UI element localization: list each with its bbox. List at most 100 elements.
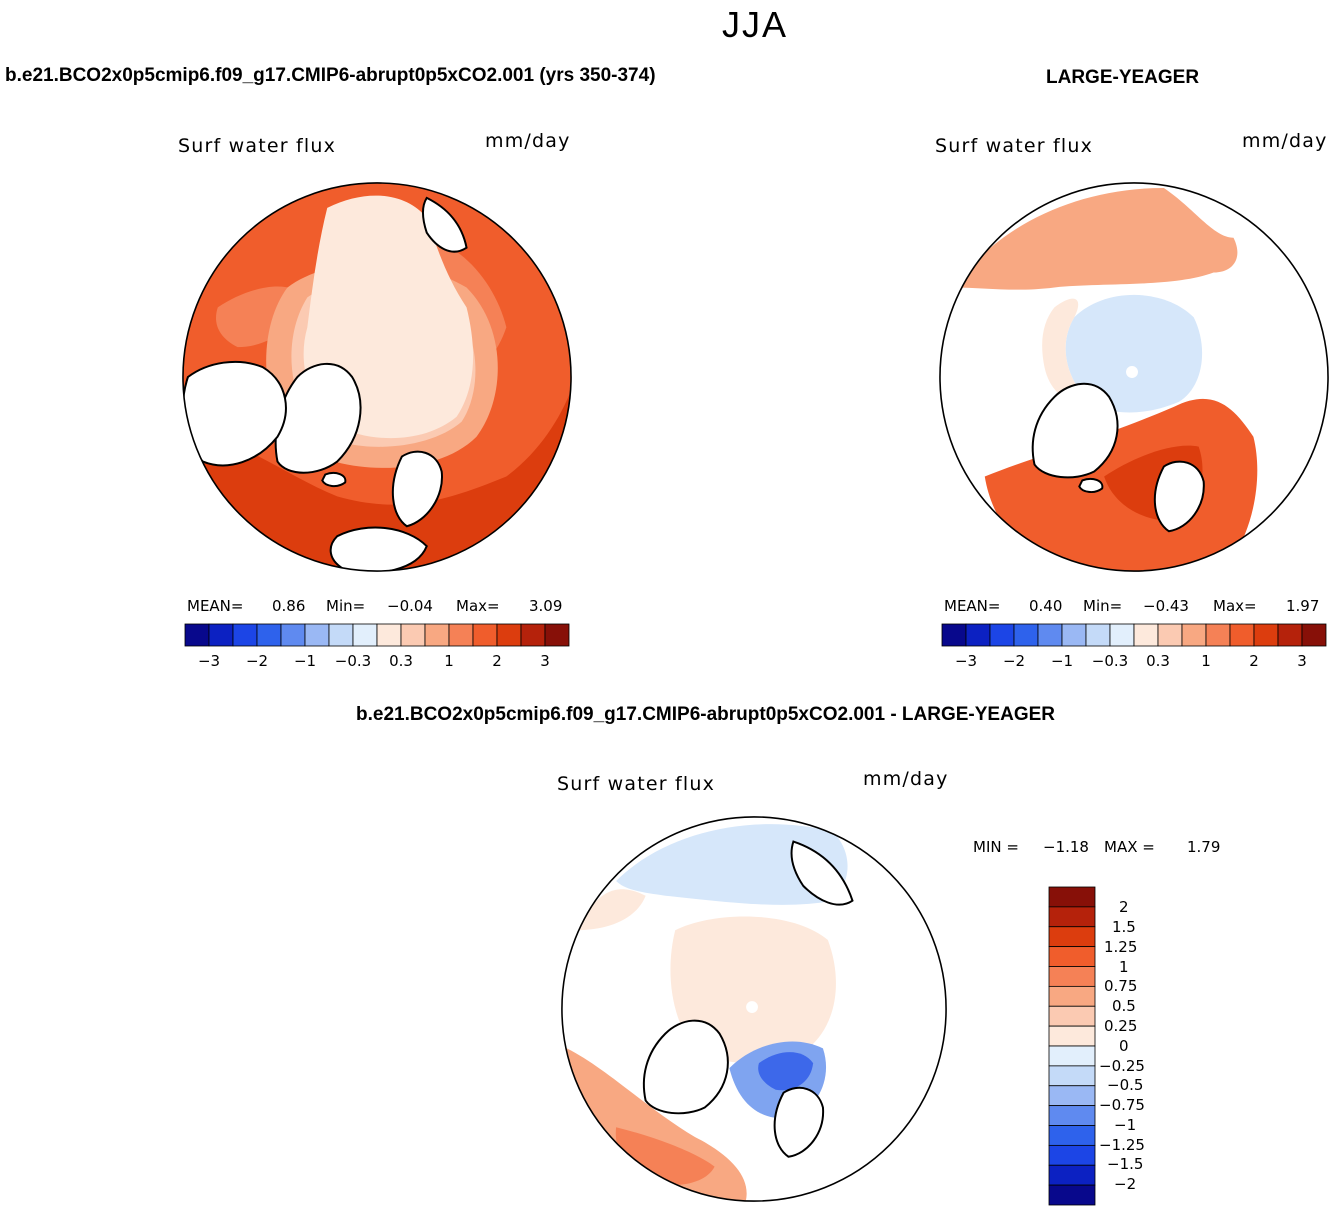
land-scandinavia <box>1153 460 1205 533</box>
colorbar-swatch <box>1277 623 1303 647</box>
colorbar-tick: 0.3 <box>389 652 413 670</box>
polar-map-obs <box>939 182 1329 572</box>
land-europe <box>329 526 428 572</box>
colorbar-tick: −1 <box>1050 652 1074 670</box>
colorbar-swatch <box>1109 623 1135 647</box>
land-siberia <box>422 196 468 253</box>
stats-mean-label-obs: MEAN= <box>944 597 1001 615</box>
colorbar-swatch <box>1253 623 1279 647</box>
colorbar-swatch <box>1061 623 1087 647</box>
map-boundary <box>182 182 572 572</box>
colorbar-tick: −2 <box>1002 652 1026 670</box>
land-greenland <box>642 1019 729 1115</box>
colorbar-swatch <box>1229 623 1255 647</box>
stats-max-label-model: Max= <box>456 597 500 615</box>
colorbar-tick: 2 <box>1119 898 1129 916</box>
colorbar-tick: −3 <box>954 652 978 670</box>
colorbar-swatch <box>1048 1045 1096 1067</box>
colorbar-tick: −1.25 <box>1099 1136 1145 1154</box>
colorbar-swatch <box>1048 1005 1096 1027</box>
colorbar-swatch <box>1048 966 1096 987</box>
land-greenland <box>1031 382 1119 479</box>
colorbar-tick: 3 <box>1297 652 1307 670</box>
panel-title-diff: b.e21.BCO2x0p5cmip6.f09_g17.CMIP6-abrupt… <box>356 704 1056 725</box>
colorbar-swatch <box>1048 1144 1096 1166</box>
colorbar-tick: 1.5 <box>1112 918 1136 936</box>
colorbar-tick: −1.5 <box>1107 1155 1144 1173</box>
colorbar-swatch <box>280 623 306 647</box>
stats-min-value-diff: −1.18 <box>1043 838 1089 856</box>
colorbar-swatch <box>1048 1125 1096 1146</box>
colorbar-tick: 2 <box>1249 652 1259 670</box>
colorbar-swatch <box>544 623 570 647</box>
colorbar-swatch <box>1048 985 1096 1007</box>
land-iceland <box>321 471 347 488</box>
season-title: JJA <box>721 4 788 45</box>
colorbar-swatch <box>1048 1164 1096 1186</box>
colorbar-swatch <box>1157 623 1183 647</box>
colorbar-swatch <box>352 623 378 647</box>
stats-max-label-obs: Max= <box>1213 597 1257 615</box>
colorbar-swatch <box>328 623 354 647</box>
variable-label-diff: Surf water flux <box>557 773 716 795</box>
colorbar-swatch <box>1048 1065 1096 1087</box>
ocean-barents-cold <box>758 1052 814 1091</box>
stats-max-label-diff: MAX = <box>1104 838 1155 856</box>
colorbar-swatch <box>400 623 426 647</box>
pole-hole <box>746 1001 758 1013</box>
colorbar-swatch <box>989 623 1015 647</box>
polar-map-model <box>182 182 572 572</box>
colorbar-swatch <box>1048 926 1096 948</box>
colorbar-tick: −1 <box>1114 1116 1137 1134</box>
map-boundary <box>561 816 947 1202</box>
colorbar-tick: 0.25 <box>1104 1017 1138 1035</box>
colorbar-tick: −1 <box>293 652 317 670</box>
stats-mean-value-model: 0.86 <box>272 597 306 615</box>
colorbar-swatch <box>1048 1025 1096 1047</box>
colorbar-swatch <box>1085 623 1111 647</box>
variable-label-obs: Surf water flux <box>935 135 1094 157</box>
colorbar-model <box>184 623 570 647</box>
land-siberia <box>790 840 854 906</box>
variable-label-model: Surf water flux <box>178 135 337 157</box>
colorbar-swatch <box>232 623 258 647</box>
panel-title-model: b.e21.BCO2x0p5cmip6.f09_g17.CMIP6-abrupt… <box>5 65 656 86</box>
stats-min-label-model: Min= <box>326 597 366 615</box>
colorbar-swatch <box>941 623 967 647</box>
ocean-north-pacific <box>954 187 1238 290</box>
colorbar-tick: 3 <box>540 652 550 670</box>
colorbar-swatch <box>376 623 402 647</box>
colorbar-tick: −0.3 <box>1091 652 1129 670</box>
units-label-diff: mm/day <box>863 768 949 790</box>
colorbar-swatch <box>1013 623 1039 647</box>
colorbar-tick: 0.5 <box>1112 997 1136 1015</box>
stats-max-value-model: 3.09 <box>529 597 563 615</box>
stats-min-value-obs: −0.43 <box>1143 597 1189 615</box>
colorbar-swatch <box>1181 623 1207 647</box>
stats-max-value-diff: 1.79 <box>1187 838 1221 856</box>
stats-min-label-diff: MIN = <box>973 838 1019 856</box>
colorbar-swatch <box>256 623 282 647</box>
ocean-pacific-warm <box>576 889 646 931</box>
colorbar-tick: 1 <box>1201 652 1211 670</box>
colorbar-tick: 1.25 <box>1104 938 1138 956</box>
arctic-margin <box>1042 298 1085 401</box>
stats-mean-label-model: MEAN= <box>187 597 244 615</box>
colorbar-swatch <box>184 623 210 647</box>
colorbar-tick: −2 <box>1114 1175 1137 1193</box>
colorbar-swatch <box>208 623 234 647</box>
colorbar-tick: −0.5 <box>1107 1076 1144 1094</box>
colorbar-tick: −0.75 <box>1099 1096 1145 1114</box>
stats-max-value-obs: 1.97 <box>1286 597 1320 615</box>
colorbar-swatch <box>1048 1085 1096 1107</box>
colorbar-swatch <box>1048 946 1096 967</box>
units-label-model: mm/day <box>485 130 571 152</box>
colorbar-swatch <box>1048 906 1096 928</box>
stats-mean-value-obs: 0.40 <box>1029 597 1063 615</box>
colorbar-tick: 1 <box>1119 958 1129 976</box>
colorbar-swatch <box>1301 623 1327 647</box>
colorbar-swatch <box>965 623 991 647</box>
colorbar-swatch <box>1133 623 1159 647</box>
colorbar-tick: −0.3 <box>334 652 372 670</box>
colorbar-tick: 0.3 <box>1146 652 1170 670</box>
